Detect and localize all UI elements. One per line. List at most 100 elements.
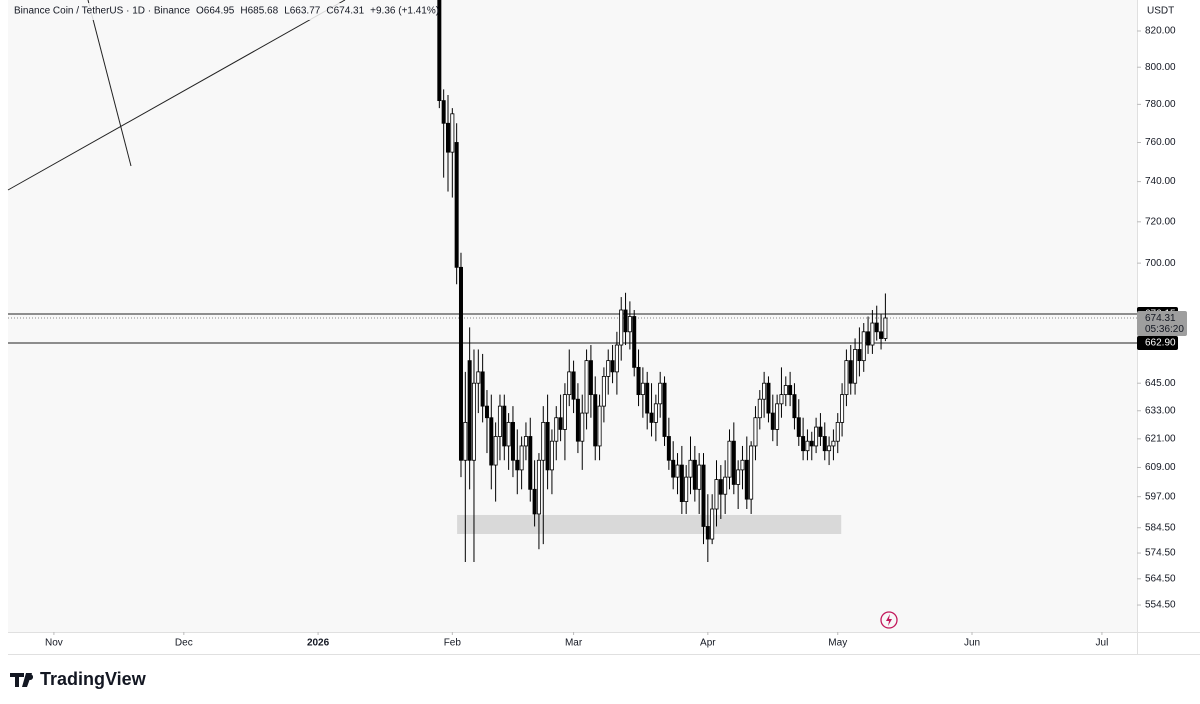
candle-body bbox=[471, 382, 476, 461]
candle-body bbox=[731, 440, 736, 485]
candle-body bbox=[835, 421, 840, 442]
symbol-title: Binance Coin / TetherUS · 1D · Binance bbox=[14, 6, 190, 17]
candle-body bbox=[723, 476, 728, 495]
candle-body bbox=[619, 309, 624, 346]
candle-body bbox=[779, 394, 784, 405]
x-tick-label: Nov bbox=[45, 638, 63, 649]
candle-body bbox=[627, 316, 632, 333]
candle-body bbox=[827, 445, 832, 452]
candle-body bbox=[757, 398, 762, 419]
candle-body bbox=[567, 371, 572, 396]
trend-line bbox=[7, 0, 346, 191]
candle-body bbox=[523, 436, 528, 447]
y-tick-label: 740.00 bbox=[1145, 176, 1176, 187]
candle-body bbox=[606, 360, 611, 377]
candle-body bbox=[515, 459, 520, 471]
x-tick-label: Jun bbox=[964, 638, 980, 649]
candle-body bbox=[874, 322, 879, 333]
candle-body bbox=[441, 100, 446, 124]
candle-body bbox=[458, 266, 463, 461]
ohlc-legend: O664.95 H685.68 L663.77 C674.31 +9.36 (+1.41… bbox=[196, 6, 439, 17]
candle-body bbox=[679, 464, 684, 502]
candle-body bbox=[658, 382, 663, 405]
candle-body bbox=[575, 398, 580, 442]
y-tick-label: 800.00 bbox=[1145, 62, 1176, 73]
x-tick-label: Apr bbox=[700, 638, 716, 649]
last-price-label: 674.31 bbox=[1145, 313, 1176, 324]
candle-body bbox=[861, 331, 866, 362]
candle-body bbox=[437, 0, 442, 102]
candle-body bbox=[597, 405, 602, 447]
candle-body bbox=[840, 394, 845, 423]
candle-body bbox=[536, 459, 541, 515]
y-tick-label: 760.00 bbox=[1145, 137, 1176, 148]
candle-body bbox=[684, 476, 689, 502]
candle-body bbox=[653, 403, 658, 423]
candle-body bbox=[866, 331, 871, 346]
candle-body bbox=[766, 382, 771, 414]
candle-body bbox=[645, 382, 650, 414]
candle-body bbox=[554, 417, 559, 442]
x-tick-label: Jul bbox=[1096, 638, 1109, 649]
brand-name: TradingView bbox=[40, 669, 147, 689]
countdown-label: 05:36:20 bbox=[1145, 324, 1184, 335]
candle-body bbox=[571, 371, 576, 400]
candle-body bbox=[502, 405, 507, 447]
candle-body bbox=[844, 360, 849, 396]
candle-body bbox=[510, 421, 515, 461]
candle-body bbox=[506, 421, 511, 447]
legend-item: C674.31 bbox=[326, 6, 364, 17]
y-tick-label: 597.00 bbox=[1145, 491, 1176, 502]
y-tick-label: 609.00 bbox=[1145, 462, 1176, 473]
candle-body bbox=[818, 426, 823, 437]
candle-body bbox=[541, 421, 546, 461]
price-tag-label: 662.90 bbox=[1145, 338, 1176, 349]
candle-body bbox=[740, 459, 745, 471]
plot bbox=[8, 0, 1137, 563]
candle-body bbox=[770, 412, 775, 430]
candle-body bbox=[632, 316, 637, 368]
candle-body bbox=[783, 385, 788, 396]
candle-body bbox=[675, 464, 680, 478]
x-tick-label: Mar bbox=[565, 638, 583, 649]
candle-body bbox=[870, 322, 875, 346]
candle-body bbox=[450, 113, 455, 153]
candle-body bbox=[489, 417, 494, 466]
y-tick-label: 621.00 bbox=[1145, 433, 1176, 444]
candle-body bbox=[848, 360, 853, 384]
legend-item: +9.36 (+1.41%) bbox=[370, 6, 439, 17]
support-zone bbox=[457, 514, 842, 535]
currency-label: USDT bbox=[1147, 6, 1174, 17]
y-tick-label: 645.00 bbox=[1145, 378, 1176, 389]
candle-body bbox=[883, 317, 888, 339]
candle-body bbox=[853, 349, 858, 384]
candle-body bbox=[445, 122, 450, 153]
candle-body bbox=[601, 375, 606, 407]
x-tick-label: 2026 bbox=[307, 638, 330, 649]
candle-body bbox=[710, 508, 715, 540]
price-tag bbox=[1137, 336, 1178, 351]
y-tick-label: 820.00 bbox=[1145, 26, 1176, 37]
legend-background bbox=[12, 3, 432, 20]
candle-body bbox=[636, 366, 641, 396]
candle-body bbox=[831, 440, 836, 447]
candle-body bbox=[814, 426, 819, 447]
candle-body bbox=[476, 371, 481, 384]
y-tick-label: 700.00 bbox=[1145, 258, 1176, 269]
candle-body bbox=[809, 440, 814, 447]
candle-body bbox=[666, 436, 671, 461]
last-price-tag bbox=[1137, 310, 1187, 336]
candle-body bbox=[584, 360, 589, 414]
candle-body bbox=[467, 360, 472, 461]
candle-body bbox=[480, 371, 485, 407]
y-tick-label: 554.50 bbox=[1145, 600, 1176, 611]
y-tick-label: 584.50 bbox=[1145, 522, 1176, 533]
trend-line bbox=[87, 0, 132, 167]
candle-body bbox=[588, 360, 593, 396]
candle-body bbox=[775, 403, 780, 430]
candle-body bbox=[744, 459, 749, 500]
candle-body bbox=[714, 479, 719, 510]
event-icon[interactable] bbox=[880, 611, 898, 629]
candle-body bbox=[549, 440, 554, 471]
